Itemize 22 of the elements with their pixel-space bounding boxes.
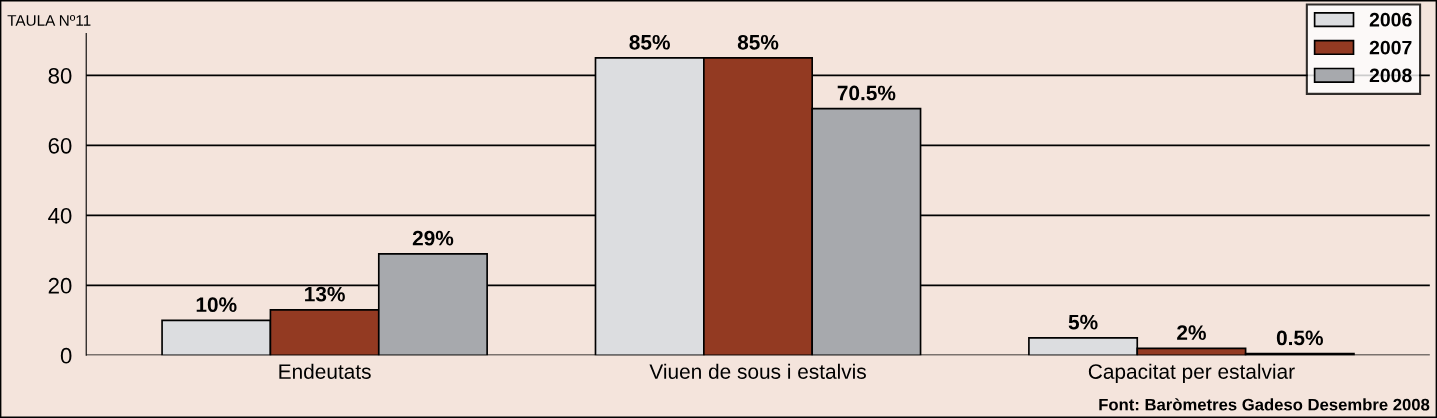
y-tick-label: 60 <box>48 137 72 154</box>
data-label: 29% <box>412 230 454 246</box>
text: Font: Baròmetres Gadeso Desembre 2008 <box>1099 398 1430 411</box>
legend-label: 2008 <box>1369 68 1412 83</box>
data-label: 85% <box>629 34 670 50</box>
legend-label: 2007 <box>1369 40 1412 55</box>
y-tick-label: 20 <box>48 277 72 294</box>
data-label: 13% <box>305 286 345 302</box>
data-label: 5% <box>1068 314 1098 330</box>
data-label: 85% <box>737 34 779 50</box>
y-tick-label: 80 <box>48 67 72 84</box>
data-label: 70.5% <box>837 85 896 101</box>
x-tick-label: Endeutats <box>279 363 371 379</box>
y-tick-label: 40 <box>48 207 72 224</box>
x-tick-label: Capacitat per estalviar <box>1088 363 1295 384</box>
chart-title: TAULA Nº11 <box>7 15 91 26</box>
data-label: 10% <box>196 297 237 313</box>
data-label: 0.5% <box>1276 330 1323 346</box>
x-tick-label: Viuen de sous i estalvis <box>649 363 866 379</box>
data-label: 2% <box>1177 325 1206 340</box>
legend-label: 2006 <box>1369 12 1412 27</box>
y-tick-label: 0 <box>60 347 72 364</box>
